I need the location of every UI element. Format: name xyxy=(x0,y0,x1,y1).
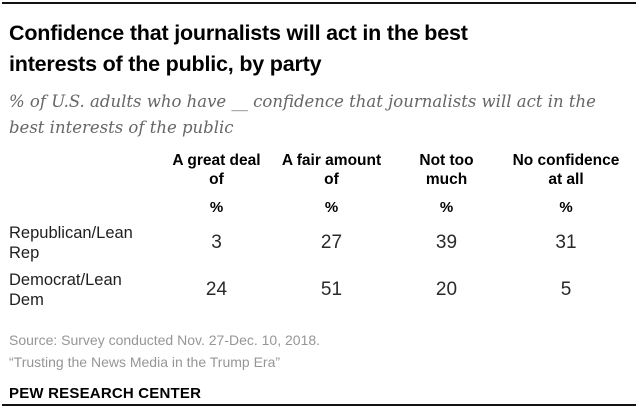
column-header-not-too-much: Not too much xyxy=(419,152,474,188)
column-header-fair-amount: A fair amount of xyxy=(281,152,382,188)
column-header-spacer xyxy=(9,149,159,189)
top-rule xyxy=(2,2,636,4)
table-cell: 51 xyxy=(320,278,343,300)
table-cell: 24 xyxy=(205,278,228,300)
row-label-democrat: Democrat/Lean Dem xyxy=(9,271,122,309)
table-cell: 3 xyxy=(211,231,222,253)
data-table: A great deal of A fair amount of Not too… xyxy=(9,149,630,310)
table-cell: 20 xyxy=(435,278,458,300)
chart-title: Confidence that journalists will act in … xyxy=(9,21,468,76)
unit-percent: % xyxy=(559,199,573,216)
table-cell: 27 xyxy=(320,231,343,253)
column-header-great-deal: A great deal of xyxy=(172,152,261,188)
chart-subtitle: % of U.S. adults who have __ confidence … xyxy=(9,92,596,137)
bottom-rule xyxy=(2,404,636,406)
table-cell: 5 xyxy=(560,278,572,300)
report-title-line: “Trusting the News Media in the Trump Er… xyxy=(9,354,281,370)
row-label-republican: Republican/Lean Rep xyxy=(9,224,133,262)
source-note: Source: Survey conducted Nov. 27-Dec. 10… xyxy=(9,329,630,373)
table-cell: 39 xyxy=(435,231,458,253)
pew-research-center-brand: PEW RESEARCH CENTER xyxy=(9,385,202,402)
unit-percent: % xyxy=(209,199,224,216)
column-header-no-confidence: No confidence at all xyxy=(512,152,620,188)
source-line: Source: Survey conducted Nov. 27-Dec. 10… xyxy=(9,332,321,348)
unit-percent: % xyxy=(324,199,339,216)
unit-percent: % xyxy=(439,199,454,216)
table-cell: 31 xyxy=(555,231,577,253)
